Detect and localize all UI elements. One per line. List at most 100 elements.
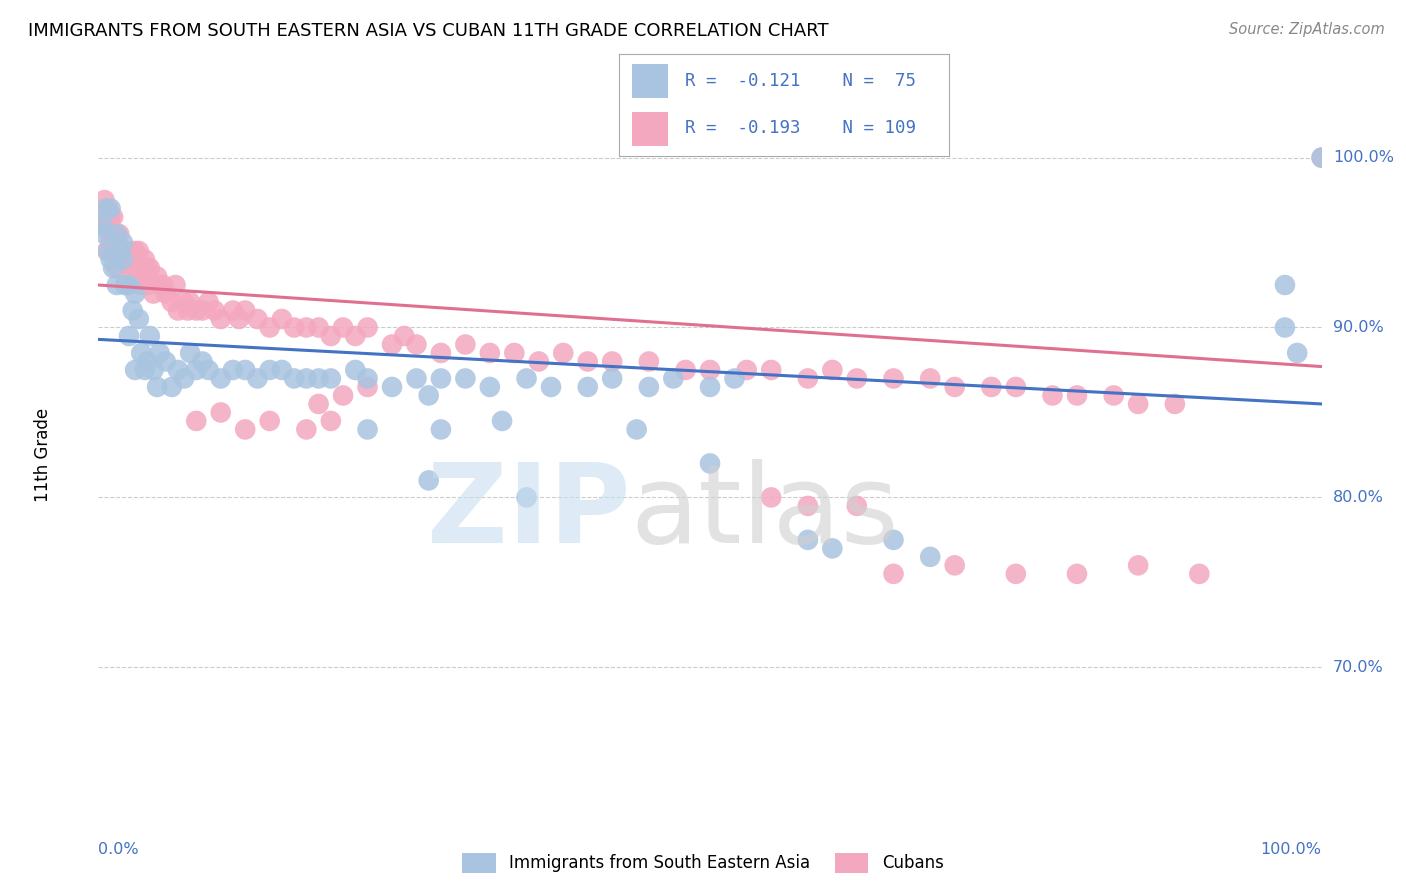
Point [356,380,378,394]
Point [91,210,114,224]
Point [553,346,575,360]
Point [209,371,232,385]
Point [191,354,214,368]
Point [430,371,453,385]
Point [821,363,844,377]
Point [980,380,1002,394]
Point [173,295,195,310]
Point [228,312,250,326]
Point [167,363,190,377]
Point [197,295,219,310]
Point [662,371,685,385]
Point [920,371,942,385]
Point [356,371,378,385]
Point [146,269,169,284]
Point [93,193,115,207]
Point [186,414,208,428]
Point [527,354,550,368]
Point [114,244,136,258]
Point [120,269,142,284]
Point [111,252,134,267]
Point [381,337,404,351]
Point [209,312,232,326]
Point [883,371,905,385]
Point [540,380,562,394]
Bar [631,112,668,145]
Point [295,422,318,436]
Point [920,549,942,564]
Point [418,388,440,402]
Point [515,371,537,385]
Point [381,380,404,394]
Point [105,260,128,275]
Point [100,252,122,267]
Point [179,295,201,310]
Text: 100.0%: 100.0% [1333,150,1393,165]
Point [101,244,124,258]
Point [295,320,318,334]
Point [139,329,162,343]
Point [94,202,117,216]
Point [186,363,208,377]
Point [155,286,177,301]
Text: 80.0%: 80.0% [1333,490,1384,505]
Point [1066,566,1088,581]
Point [97,202,120,216]
Point [105,244,128,258]
Point [93,227,115,241]
Point [332,388,354,402]
Point [478,380,501,394]
Point [637,380,661,394]
Point [735,363,758,377]
Point [101,260,124,275]
Point [118,252,141,267]
Point [1128,558,1150,573]
Point [146,380,169,394]
Point [699,363,721,377]
Point [1164,397,1187,411]
Point [93,219,115,233]
Point [167,303,190,318]
Point [344,329,367,343]
Point [142,363,165,377]
Point [259,320,281,334]
Point [1102,388,1125,402]
Point [136,278,159,293]
Point [1042,388,1064,402]
Point [626,422,648,436]
Point [233,363,256,377]
Point [191,303,214,318]
Point [797,499,820,513]
Point [136,354,159,368]
Point [332,320,354,334]
Point [246,312,269,326]
Point [356,422,378,436]
Point [128,312,150,326]
Point [91,219,114,233]
Text: Source: ZipAtlas.com: Source: ZipAtlas.com [1229,22,1385,37]
Point [1286,346,1309,360]
Point [308,397,330,411]
Point [124,363,146,377]
Point [1274,320,1296,334]
Text: 0.0%: 0.0% [98,842,139,857]
Point [100,202,122,216]
Point [845,499,868,513]
Point [699,457,721,471]
Point [797,371,820,385]
Point [576,354,599,368]
Point [503,346,526,360]
Point [699,380,721,394]
Point [129,260,152,275]
Point [139,260,162,275]
Point [821,541,844,556]
Point [454,337,477,351]
Point [491,414,513,428]
Point [105,227,128,241]
Point [128,244,150,258]
Point [600,354,623,368]
Point [430,422,453,436]
Point [319,371,342,385]
Text: 100.0%: 100.0% [1261,842,1322,857]
Point [1188,566,1211,581]
